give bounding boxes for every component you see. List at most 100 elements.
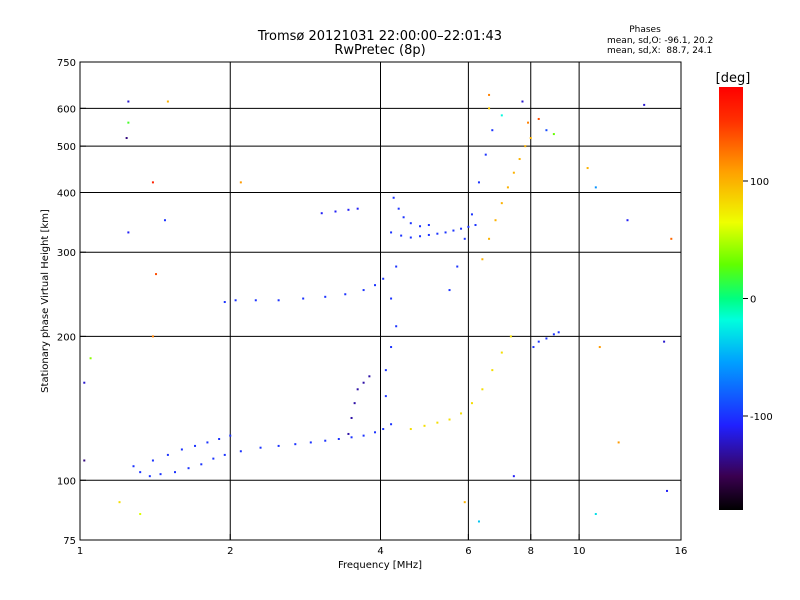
echo-point [390, 297, 393, 300]
scatter-point [594, 186, 597, 189]
echo-point [350, 436, 353, 439]
echo-point [159, 473, 162, 476]
scatter-point [155, 273, 158, 276]
echo-point [374, 431, 377, 434]
echo-point [477, 181, 480, 184]
echo-point [500, 351, 503, 354]
echo-point [382, 428, 385, 431]
echo-point [423, 424, 426, 427]
x-tick-label: 4 [377, 546, 383, 557]
colorbar-label: [deg] [716, 71, 751, 86]
scatter-point [670, 237, 673, 240]
data-points [83, 93, 673, 523]
scatter-point [663, 340, 666, 343]
echo-point [545, 337, 548, 340]
scatter-point [127, 121, 130, 124]
scatter-point [151, 335, 154, 338]
x-tick-label: 10 [573, 546, 586, 557]
scatter-point [626, 219, 629, 222]
y-tick-label: 600 [57, 104, 76, 115]
echo-point [395, 325, 398, 328]
echo-point [353, 402, 356, 405]
echo-point [524, 145, 527, 148]
scatter-point [151, 181, 154, 184]
echo-point [452, 229, 455, 232]
echo-point [324, 439, 327, 442]
scatter-point [83, 459, 86, 462]
echo-point [356, 388, 359, 391]
phases-x-stats: mean, sd,X: 88.7, 24.1 [607, 46, 712, 56]
echo-point [347, 208, 350, 211]
echo-point [382, 277, 385, 280]
echo-point [384, 369, 387, 372]
scatter-point [463, 501, 466, 504]
echo-point [132, 465, 135, 468]
echo-point [460, 412, 463, 415]
echo-point [390, 423, 393, 426]
echo-point [200, 463, 203, 466]
scatter-point [488, 107, 491, 110]
echo-point [390, 346, 393, 349]
scatter-point [545, 129, 548, 132]
echo-point [218, 437, 221, 440]
echo-point [529, 137, 532, 140]
echo-point [350, 416, 353, 419]
echo-point [234, 299, 237, 302]
echo-point [390, 231, 393, 234]
scatter-point [521, 100, 524, 103]
x-tick-label: 8 [528, 546, 534, 557]
echo-point [532, 346, 535, 349]
echo-point [488, 237, 491, 240]
phases-o-stats: mean, sd,O: -96.1, 20.2 [607, 36, 713, 46]
y-tick-label: 750 [57, 58, 76, 69]
echo-point [239, 450, 242, 453]
echo-point [320, 212, 323, 215]
colorbar-tick-label: -100 [750, 412, 773, 423]
echo-point [460, 227, 463, 230]
echo-point [362, 434, 365, 437]
echo-point [347, 432, 350, 435]
y-tick-label: 500 [57, 142, 76, 153]
scatter-point [83, 381, 86, 384]
echo-point [463, 237, 466, 240]
scatter-point [127, 100, 130, 103]
scatter-point [617, 441, 620, 444]
scatter-point [586, 167, 589, 170]
scatter-point [139, 513, 142, 516]
echo-point [484, 153, 487, 156]
echo-point [229, 434, 232, 437]
echo-point [223, 301, 226, 304]
scatter-point [125, 137, 128, 140]
echo-point [474, 224, 477, 227]
scatter-point [239, 181, 242, 184]
echo-point [491, 129, 494, 132]
echo-point [419, 235, 422, 238]
echo-point [356, 207, 359, 210]
echo-point [277, 299, 280, 302]
echo-point [506, 186, 509, 189]
scatter-point [594, 513, 597, 516]
echo-point [470, 213, 473, 216]
echo-point [362, 381, 365, 384]
echo-point [552, 333, 555, 336]
echo-point [402, 216, 405, 219]
echo-point [494, 219, 497, 222]
echo-point [470, 402, 473, 405]
scatter-point [537, 117, 540, 120]
scatter-point [477, 520, 480, 523]
phases-title: Phases [629, 25, 661, 35]
chart-title: Tromsø 20121031 22:00:00–22:01:43 [257, 29, 502, 44]
echo-point [259, 446, 262, 449]
scatter-point [118, 501, 121, 504]
scatter-point [127, 231, 130, 234]
echo-point [436, 421, 439, 424]
colorbar-tick-label: 0 [750, 295, 756, 306]
echo-point [419, 225, 422, 228]
scatter-point [527, 121, 530, 124]
y-tick-label: 100 [57, 476, 76, 487]
echo-point [148, 475, 151, 478]
echo-point [409, 222, 412, 225]
echo-point [337, 437, 340, 440]
colorbar-tick-label: 100 [750, 177, 769, 188]
echo-point [395, 265, 398, 268]
